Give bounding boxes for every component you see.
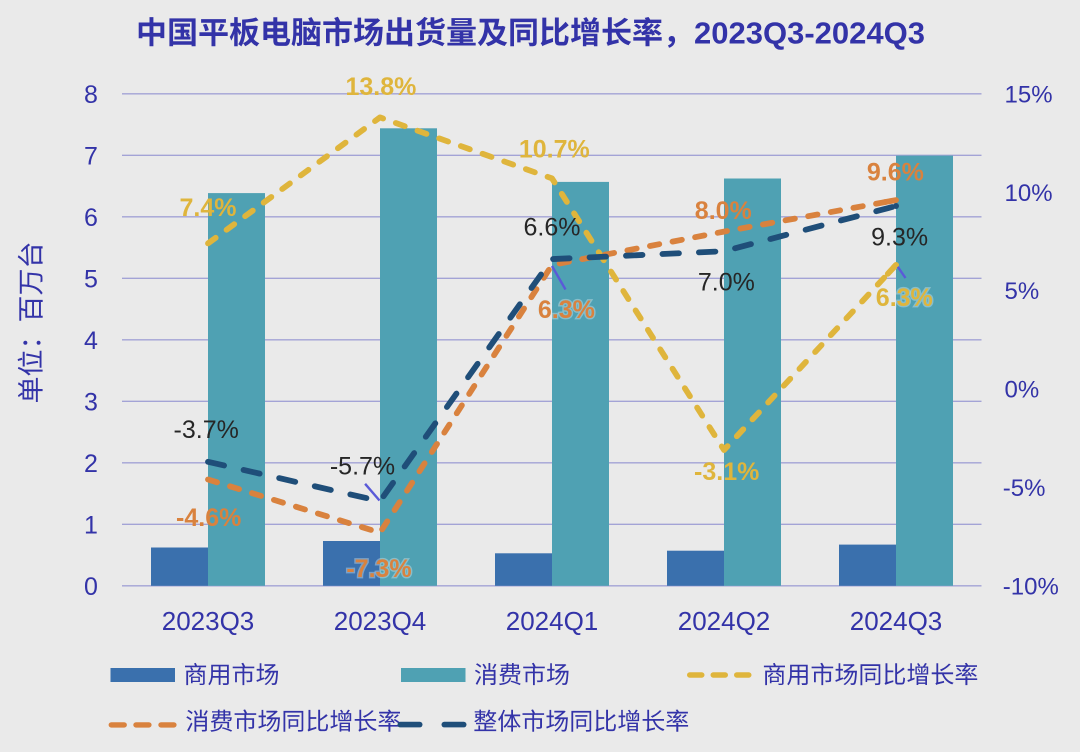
svg-text:0%: 0% [1005,377,1040,404]
svg-text:-5%: -5% [1003,475,1046,502]
svg-text:7.0%: 7.0% [698,269,755,297]
svg-text:5%: 5% [1005,278,1040,305]
svg-text:10.7%: 10.7% [519,136,590,164]
svg-text:6.6%: 6.6% [524,214,581,242]
svg-text:6.3%: 6.3% [876,284,933,312]
svg-text:-4.6%: -4.6% [176,504,241,532]
svg-text:2023Q4: 2023Q4 [334,606,427,636]
svg-text:15%: 15% [1005,81,1053,108]
svg-text:0: 0 [84,573,98,601]
svg-text:-10%: -10% [1003,573,1059,600]
svg-text:-3.7%: -3.7% [174,416,239,444]
svg-text:2024Q1: 2024Q1 [506,606,599,636]
svg-text:6.3%: 6.3% [538,296,595,324]
svg-text:7.4%: 7.4% [180,194,237,222]
svg-text:9.3%: 9.3% [871,224,928,252]
svg-text:10%: 10% [1005,180,1053,207]
svg-text:7: 7 [84,142,98,170]
svg-text:4: 4 [84,327,98,355]
svg-text:3: 3 [84,388,98,416]
svg-text:13.8%: 13.8% [345,73,416,101]
svg-text:9.6%: 9.6% [867,159,924,187]
svg-text:8: 8 [84,81,98,109]
svg-text:2023Q3: 2023Q3 [162,606,255,636]
svg-text:2024Q2: 2024Q2 [678,606,771,636]
svg-text:2: 2 [84,450,98,478]
svg-text:-7.3%: -7.3% [346,555,411,583]
svg-text:2024Q3: 2024Q3 [850,606,943,636]
svg-text:1: 1 [84,511,98,539]
svg-text:-5.7%: -5.7% [330,453,395,481]
svg-text:-3.1%: -3.1% [694,458,759,486]
svg-text:2023Q3-2024Q3: 2023Q3-2024Q3 [694,16,925,51]
svg-text:5: 5 [84,265,98,293]
svg-text:8.0%: 8.0% [695,197,752,225]
svg-text:6: 6 [84,204,98,232]
